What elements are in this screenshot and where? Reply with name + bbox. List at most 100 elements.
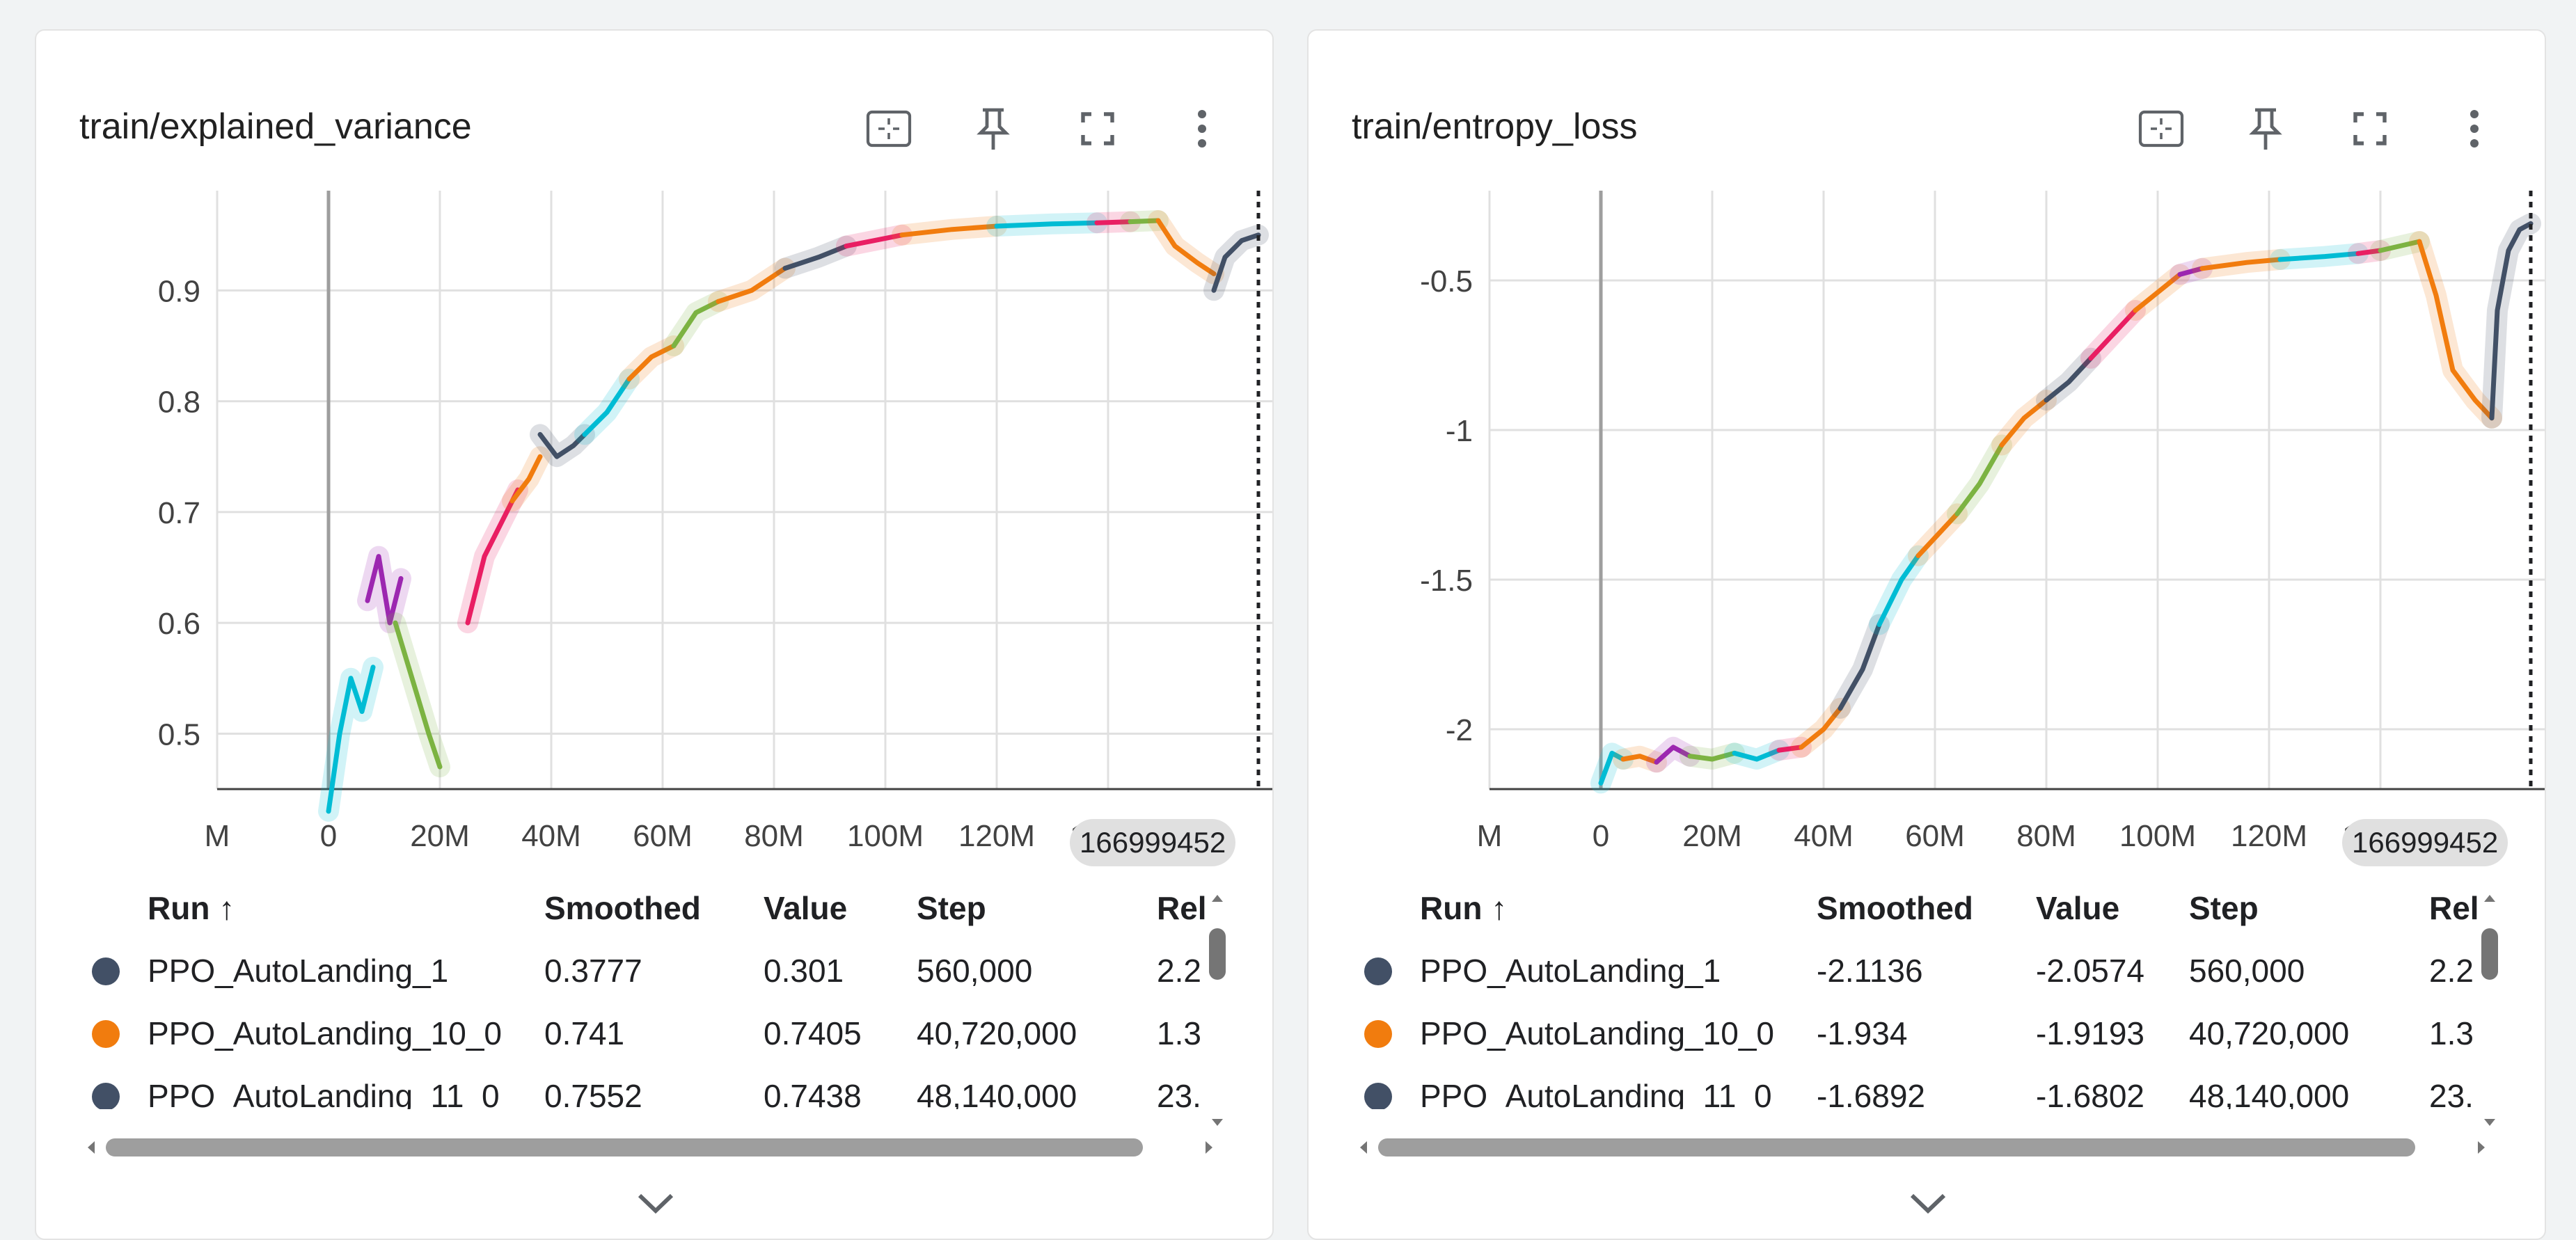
vertical-scrollbar[interactable] [1206, 892, 1229, 1129]
series-line [2489, 221, 2534, 421]
series-line [365, 554, 404, 626]
chevron-down-icon[interactable] [631, 1186, 680, 1221]
step-value: 48,140,000 [917, 1078, 1077, 1109]
x-tick-label: M [1477, 819, 1503, 853]
y-tick-label: 0.6 [158, 607, 200, 641]
more-options-icon[interactable] [1171, 97, 1233, 160]
series-line [2277, 251, 2361, 262]
header-value[interactable]: Value [2036, 890, 2120, 926]
vertical-scroll-thumb[interactable] [2481, 928, 2498, 980]
relative-value: 1.3 [1157, 1015, 1201, 1051]
horizontal-scrollbar[interactable] [85, 1137, 1226, 1158]
series-line [2355, 248, 2383, 256]
series-line [2378, 239, 2422, 253]
series-line [582, 376, 632, 437]
cursor-step-badge: 166999452 [2342, 819, 2508, 866]
series-line [1776, 745, 1804, 753]
series-line [2088, 308, 2138, 361]
chevron-down-icon[interactable] [1904, 1186, 1952, 1221]
run-color-dot [1364, 1020, 1392, 1048]
more-options-icon[interactable] [2443, 97, 2506, 160]
legend-row[interactable]: PPO_AutoLanding_1 -2.1136 -2.0574 560,00… [1309, 942, 2492, 998]
x-tick-label: 60M [633, 819, 693, 853]
y-tick-label: -2 [1446, 713, 1473, 747]
series-line [465, 487, 521, 626]
line-chart[interactable]: M020M40M60M80M100M120M140M-2-1.5-1-0.5 [1309, 191, 2546, 873]
header-step[interactable]: Step [917, 890, 986, 926]
series-line [1598, 750, 1626, 786]
series-line [994, 220, 1100, 229]
series-line [537, 431, 587, 459]
run-color-dot [1364, 957, 1392, 985]
header-run[interactable]: Run ↑ [1420, 890, 1508, 926]
series-line [1094, 219, 1133, 225]
series-line [326, 665, 376, 814]
line-chart[interactable]: M020M40M60M80M100M120M140M0.50.60.70.80.… [36, 191, 1274, 873]
vertical-scroll-thumb[interactable] [1209, 928, 1226, 980]
series-line [2417, 239, 2495, 421]
x-tick-label: 20M [410, 819, 470, 853]
series-line [1211, 232, 1261, 293]
step-value: 40,720,000 [2189, 1015, 2350, 1051]
legend-row[interactable]: PPO_AutoLanding_1 0.3777 0.301 560,000 2… [36, 942, 1219, 998]
series-line [2044, 356, 2094, 403]
y-tick-label: 0.8 [158, 385, 200, 420]
relative-value: 1.3 [2429, 1015, 2474, 1051]
vertical-scrollbar[interactable] [2478, 892, 2502, 1129]
legend-row[interactable]: PPO_AutoLanding_11_0 -1.6892 -1.6802 48,… [1309, 1067, 2492, 1109]
run-color-dot [92, 957, 120, 985]
x-tick-label: 60M [1905, 819, 1965, 853]
legend-row[interactable]: PPO_AutoLanding_11_0 0.7552 0.7438 48,14… [36, 1067, 1219, 1109]
pin-icon[interactable] [962, 97, 1025, 160]
series-line [2199, 257, 2283, 271]
header-rel[interactable]: Rel [2429, 890, 2479, 926]
smoothed-value: 0.7552 [544, 1078, 642, 1109]
x-tick-label: 0 [1593, 819, 1609, 853]
step-value: 560,000 [917, 953, 1033, 989]
series-line [1155, 218, 1217, 276]
series-raw-band [2409, 231, 2502, 429]
header-step[interactable]: Step [2189, 890, 2259, 926]
legend-row[interactable]: PPO_AutoLanding_10_0 0.741 0.7405 40,720… [36, 1005, 1219, 1060]
legend-table: Run ↑ Smoothed Value Step Rel PPO_AutoLa… [1309, 880, 2545, 1151]
raw-value: 0.7405 [764, 1015, 862, 1051]
y-tick-label: -1.5 [1420, 564, 1473, 598]
x-tick-label: 40M [1794, 819, 1854, 853]
fit-domain-icon[interactable] [858, 97, 920, 160]
series-line [1128, 218, 1161, 225]
y-tick-label: 0.5 [158, 717, 200, 752]
series-line [1620, 754, 1659, 765]
header-smoothed[interactable]: Smoothed [544, 890, 701, 926]
series-line [1687, 750, 1737, 762]
run-name: PPO_AutoLanding_11_0 [1420, 1078, 1772, 1109]
smoothed-value: 0.741 [544, 1015, 625, 1051]
x-tick-label: 100M [847, 819, 924, 853]
run-name: PPO_AutoLanding_11_0 [148, 1078, 500, 1109]
fullscreen-icon[interactable] [2339, 97, 2401, 160]
series-line [393, 620, 443, 770]
pin-icon[interactable] [2234, 97, 2297, 160]
step-value: 48,140,000 [2189, 1078, 2350, 1109]
y-tick-label: -1 [1446, 414, 1473, 448]
legend-row[interactable]: PPO_AutoLanding_10_0 -1.934 -1.9193 40,7… [1309, 1005, 2492, 1060]
raw-value: -1.6802 [2036, 1078, 2145, 1109]
relative-value: 2.2 [1157, 953, 1201, 989]
raw-value: -1.9193 [2036, 1015, 2145, 1051]
run-name: PPO_AutoLanding_10_0 [1420, 1015, 1774, 1051]
header-smoothed[interactable]: Smoothed [1817, 890, 1973, 926]
smoothed-value: -2.1136 [1817, 953, 1923, 989]
series-line [1954, 443, 2005, 516]
fit-domain-icon[interactable] [2130, 97, 2192, 160]
run-color-dot [92, 1020, 120, 1048]
header-rel[interactable]: Rel [1157, 890, 1207, 926]
header-run[interactable]: Run ↑ [148, 890, 235, 926]
header-value[interactable]: Value [764, 890, 848, 926]
raw-value: -2.0574 [2036, 953, 2145, 989]
fullscreen-icon[interactable] [1066, 97, 1129, 160]
series-line [1799, 706, 1843, 750]
horizontal-scrollbar[interactable] [1357, 1137, 2499, 1158]
run-color-dot [1364, 1083, 1392, 1109]
run-color-dot [92, 1083, 120, 1109]
series-line [1732, 747, 1782, 762]
cursor-step-badge: 166999452 [1070, 819, 1236, 866]
